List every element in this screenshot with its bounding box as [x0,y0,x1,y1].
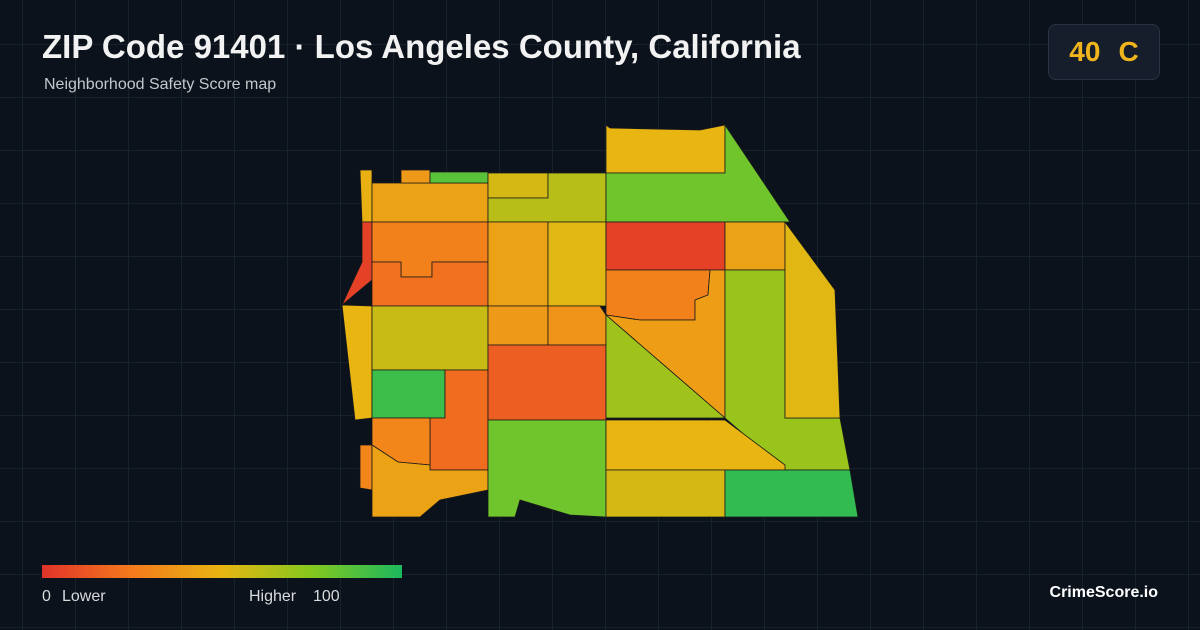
region [487,221,549,307]
subtitle: Neighborhood Safety Score map [44,76,277,93]
legend-max-label: Higher [249,588,297,605]
title: ZIP Code 91401 · Los Angeles County, Cal… [42,28,801,65]
region [547,305,607,346]
region [429,171,489,184]
legend-min: 0 [42,588,51,605]
grade: C [1118,36,1139,67]
region [547,221,607,307]
score: 40 [1069,36,1101,67]
region [605,469,726,518]
region [359,444,373,491]
region [605,419,786,471]
region [371,305,489,371]
region [341,221,373,306]
legend-bar [42,565,402,578]
region [724,221,786,271]
region [341,304,373,421]
region [487,344,607,421]
region [605,269,711,321]
region [400,169,431,184]
region [487,172,549,199]
region [371,182,489,223]
region [784,220,841,419]
legend-min-label: Lower [62,588,106,605]
region [359,169,373,223]
region [605,314,727,419]
region [605,221,726,271]
region [724,469,859,518]
region [605,124,726,174]
region [605,123,791,223]
legend-max: 100 [313,588,340,605]
brand: CrimeScore.io [1049,584,1158,601]
region [487,305,549,346]
region [487,419,607,518]
score-badge: 40 C [1048,24,1160,80]
region [371,369,446,419]
